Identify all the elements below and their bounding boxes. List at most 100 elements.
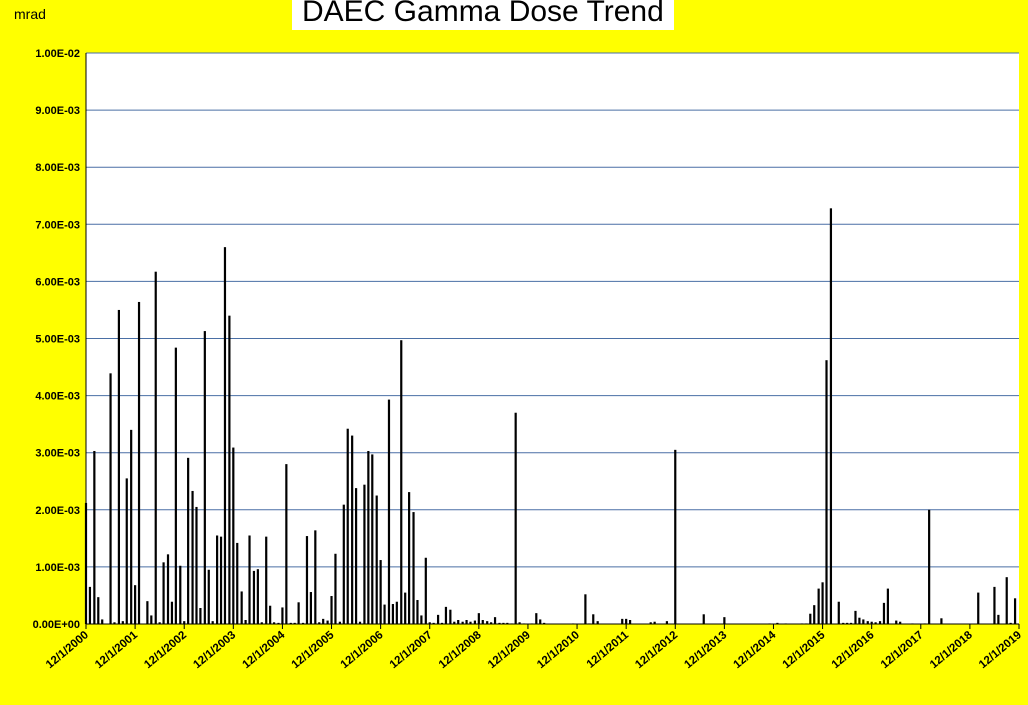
bar — [400, 340, 403, 624]
bar — [408, 492, 411, 624]
bar — [211, 621, 214, 624]
bar — [314, 530, 317, 624]
bar — [882, 602, 886, 624]
bar — [416, 600, 419, 624]
bar — [993, 586, 996, 624]
bar — [702, 614, 705, 624]
bar — [330, 596, 333, 624]
bar — [653, 621, 656, 624]
bar — [928, 509, 931, 624]
bar — [428, 622, 431, 624]
y-tick-label: 2.00E-03 — [35, 505, 80, 517]
bar — [158, 622, 161, 624]
x-tick-label: 12/1/2010 — [535, 629, 582, 671]
bar — [113, 622, 116, 624]
bar — [117, 309, 121, 624]
bar — [490, 622, 493, 624]
bar — [187, 457, 190, 624]
bar — [866, 621, 869, 624]
bar — [502, 622, 505, 624]
bar — [137, 301, 141, 624]
bar — [166, 554, 170, 624]
bar — [162, 562, 165, 624]
bar — [367, 450, 370, 624]
bar — [351, 435, 354, 624]
gridlines — [86, 52, 1019, 568]
bar — [412, 512, 415, 624]
bar — [240, 591, 243, 624]
bar — [1013, 598, 1017, 624]
x-tick-label: 12/1/2000 — [44, 629, 91, 671]
bar — [318, 622, 321, 624]
bar — [395, 601, 398, 624]
bar — [895, 620, 898, 624]
bar — [301, 622, 305, 624]
bar — [326, 620, 329, 624]
y-tick-label: 4.00E-03 — [35, 391, 80, 403]
bar — [260, 622, 263, 624]
bar — [846, 622, 849, 624]
bar — [436, 614, 440, 624]
bar — [88, 586, 92, 624]
bar — [277, 622, 280, 624]
bar — [125, 478, 128, 624]
bar — [358, 621, 362, 624]
bar — [363, 484, 366, 624]
y-tick-label: 8.00E-03 — [35, 162, 80, 174]
bar — [473, 620, 477, 624]
bar — [813, 605, 816, 624]
bar — [346, 428, 349, 624]
bar — [723, 617, 726, 624]
bar — [862, 619, 865, 624]
x-tick-label: 12/1/2004 — [240, 629, 287, 671]
bar — [305, 536, 309, 624]
bar — [379, 560, 382, 624]
x-tick-label: 12/1/2014 — [731, 629, 778, 671]
bar — [216, 535, 219, 624]
bar — [391, 604, 395, 624]
bar — [252, 570, 256, 624]
x-tick-label: 12/1/2009 — [486, 629, 533, 671]
bar — [338, 621, 341, 624]
bars — [84, 208, 1017, 625]
bar — [383, 604, 386, 624]
bar — [674, 449, 677, 624]
bar — [223, 247, 227, 624]
y-tick-label: 9.00E-03 — [35, 105, 80, 117]
bar — [97, 597, 100, 624]
y-tick-label: 1.00E-02 — [35, 48, 80, 60]
bar — [297, 602, 300, 624]
bar — [375, 495, 378, 624]
bar — [543, 622, 546, 624]
bar — [1009, 622, 1012, 624]
y-axis-unit-label: mrad — [14, 6, 46, 22]
bar — [592, 614, 595, 624]
bar — [837, 601, 840, 624]
bar — [203, 331, 206, 624]
chart-title: DAEC Gamma Dose Trend — [292, 0, 674, 30]
bar — [498, 622, 501, 624]
bar — [842, 622, 845, 624]
bar — [109, 373, 112, 624]
bar — [232, 447, 235, 624]
bar — [625, 618, 628, 624]
y-tick-label: 5.00E-03 — [35, 334, 80, 346]
bar — [146, 601, 149, 624]
bar — [219, 536, 223, 624]
bar — [322, 618, 325, 624]
bar — [440, 622, 444, 624]
bar — [486, 621, 489, 624]
bar — [272, 622, 276, 624]
x-tick-label: 12/1/2018 — [928, 629, 975, 671]
bar — [174, 347, 177, 624]
bar — [134, 585, 137, 624]
bar — [371, 454, 374, 624]
bar — [420, 615, 423, 624]
bar — [150, 615, 153, 624]
bar — [354, 488, 358, 624]
bar — [309, 592, 313, 624]
bar — [469, 621, 472, 624]
y-tick-label: 1.00E-03 — [35, 562, 80, 574]
bar — [874, 622, 877, 624]
